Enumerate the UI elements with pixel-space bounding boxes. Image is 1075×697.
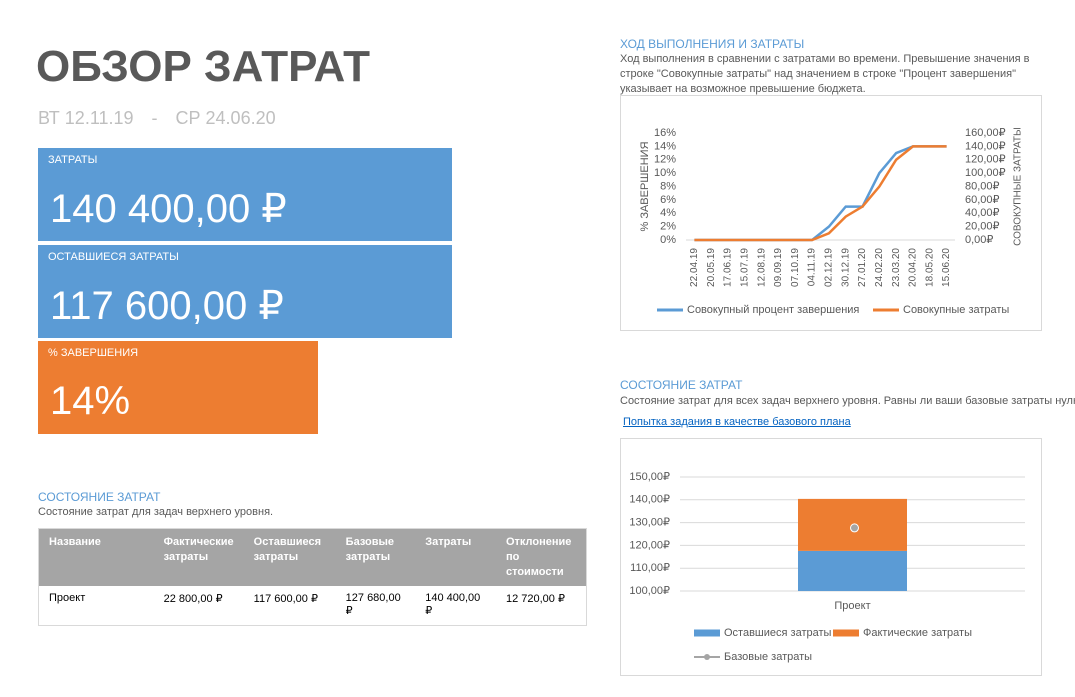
y-tick-label: 100,00₽ — [629, 585, 670, 597]
end-date: СР 24.06.20 — [175, 108, 276, 128]
table-cell: 22 800,00 ₽ — [163, 593, 223, 605]
y-tick-label: 2% — [660, 221, 676, 233]
kpi-card: % ЗАВЕРШЕНИЯ 14% — [38, 341, 318, 434]
legend-swatch — [694, 629, 720, 637]
table-cell: 140 400,00 ₽ — [425, 592, 481, 617]
table-cell: 117 600,00 ₽ — [253, 593, 318, 605]
x-tick-label: 22.04.19 — [689, 248, 700, 287]
table-subtitle: Состояние затрат для задач верхнего уров… — [38, 506, 274, 518]
table-cell: 127 680,00 ₽ — [345, 592, 401, 617]
kpi-label: ЗАТРАТЫ — [48, 154, 98, 166]
kpi-card: ЗАТРАТЫ 140 400,00 ₽ — [38, 148, 452, 241]
y-tick-label: 140,00₽ — [629, 494, 670, 506]
x-tick-label: 15.07.19 — [739, 248, 750, 287]
chart-frame — [620, 95, 1042, 331]
table-title: СОСТОЯНИЕ ЗАТРАТ — [38, 490, 161, 504]
data-line — [694, 145, 947, 242]
y-tick-label: 4% — [660, 207, 676, 219]
table-cell: Проект — [49, 592, 86, 604]
legend-swatch — [704, 654, 710, 660]
x-tick-label: 23.03.20 — [891, 248, 902, 287]
x-tick-label: 17.06.19 — [723, 248, 734, 287]
kpi-label: ОСТАВШИЕСЯ ЗАТРАТЫ — [48, 251, 179, 263]
table-row: Проект 22 800,00 ₽ 117 600,00 ₽ 127 680,00 … — [39, 586, 587, 626]
y-tick-label: 120,00₽ — [629, 539, 670, 551]
y2-axis-title: СОВОКУПНЫЕ ЗАТРАТЫ — [1013, 127, 1024, 246]
x-tick-label: 18.05.20 — [924, 248, 935, 287]
y2-tick-label: 140,00₽ — [965, 140, 1006, 152]
date-separator: - — [151, 108, 158, 128]
x-tick-label: 24.02.20 — [874, 248, 885, 287]
x-tick-label: Проект — [834, 600, 870, 612]
start-date: ВТ 12.11.19 — [38, 108, 134, 128]
y-axis-title: % ЗАВЕРШЕНИЯ — [639, 141, 651, 231]
column-header: Название — [38, 528, 154, 586]
table-body: Проект 22 800,00 ₽ 117 600,00 ₽ 127 680,00 … — [39, 586, 587, 626]
y-tick-label: 6% — [660, 194, 676, 206]
chart-description: Состояние затрат для всех задач верхнего… — [620, 395, 1075, 407]
y-tick-label: 0% — [660, 234, 676, 246]
x-tick-label: 30.12.19 — [840, 248, 851, 287]
chart-description: Ход выполнения в сравнении с затратами в… — [620, 53, 1030, 95]
y2-tick-label: 0,00₽ — [965, 234, 993, 246]
y-tick-label: 110,00₽ — [630, 562, 670, 574]
x-tick-label: 15.06.20 — [941, 248, 952, 287]
legend-label: Оставшиеся затраты — [724, 627, 832, 639]
legend-label: Базовые затраты — [724, 651, 812, 663]
table-cell: 12 720,00 ₽ — [505, 593, 565, 605]
column-header: Затраты — [415, 528, 496, 586]
baseline-point — [850, 523, 859, 533]
y-tick-label: 14% — [654, 140, 676, 152]
y2-tick-label: 80,00₽ — [965, 180, 1000, 192]
y2-tick-label: 160,00₽ — [965, 127, 1006, 139]
report-title: ОБЗОР ЗАТРАТ — [36, 42, 371, 91]
kpi-card: ОСТАВШИЕСЯ ЗАТРАТЫ 117 600,00 ₽ — [38, 245, 452, 338]
legend-label: Совокупный процент завершения — [687, 304, 859, 316]
y-tick-label: 16% — [654, 127, 676, 139]
x-tick-label: 02.12.19 — [824, 248, 835, 287]
kpi-label: % ЗАВЕРШЕНИЯ — [48, 347, 139, 359]
column-header: Фактические затраты — [153, 528, 244, 586]
y2-tick-label: 120,00₽ — [965, 154, 1006, 166]
baseline-link[interactable]: Попытка задания в качестве базового план… — [623, 416, 851, 428]
chart-title: СОСТОЯНИЕ ЗАТРАТ — [620, 378, 743, 392]
table-header: Название Фактические затраты Оставшиеся за… — [38, 528, 587, 586]
y-tick-label: 8% — [660, 180, 676, 192]
y2-tick-label: 60,00₽ — [965, 194, 1000, 206]
kpi-value: 117 600,00 ₽ — [50, 284, 284, 328]
kpi-value: 14% — [50, 379, 131, 423]
y-tick-label: 10% — [654, 167, 676, 179]
kpi-value: 140 400,00 ₽ — [50, 187, 287, 231]
y2-tick-label: 40,00₽ — [965, 207, 1000, 219]
x-tick-label: 09.09.19 — [773, 248, 784, 287]
x-tick-label: 20.04.20 — [908, 248, 919, 287]
legend-label: Фактические затраты — [863, 627, 972, 639]
legend-swatch — [833, 629, 859, 637]
y-tick-label: 150,00₽ — [629, 471, 670, 483]
legend-label: Совокупные затраты — [903, 304, 1009, 316]
chart-frame — [620, 438, 1042, 676]
column-header: Оставшиеся затраты — [243, 528, 336, 586]
x-tick-label: 12.08.19 — [756, 248, 767, 287]
x-tick-label: 07.10.19 — [790, 248, 801, 287]
cost-table: Название Фактические затраты Оставшиеся за… — [38, 528, 587, 626]
column-header: Базовые затраты — [335, 528, 416, 586]
y2-tick-label: 20,00₽ — [965, 221, 1000, 233]
column-header: Отклонение по стоимости — [495, 528, 587, 586]
y2-tick-label: 100,00₽ — [965, 167, 1006, 179]
x-tick-label: 27.01.20 — [857, 248, 868, 287]
date-range: ВТ 12.11.19- СР 24.06.20 — [38, 108, 294, 129]
chart-title: ХОД ВЫПОЛНЕНИЯ И ЗАТРАТЫ — [620, 37, 805, 51]
bar-segment — [798, 550, 907, 591]
y-tick-label: 12% — [654, 154, 676, 166]
y-tick-label: 130,00₽ — [629, 517, 670, 529]
x-tick-label: 04.11.19 — [807, 248, 818, 287]
x-tick-label: 20.05.19 — [706, 248, 717, 287]
data-line — [694, 145, 947, 242]
